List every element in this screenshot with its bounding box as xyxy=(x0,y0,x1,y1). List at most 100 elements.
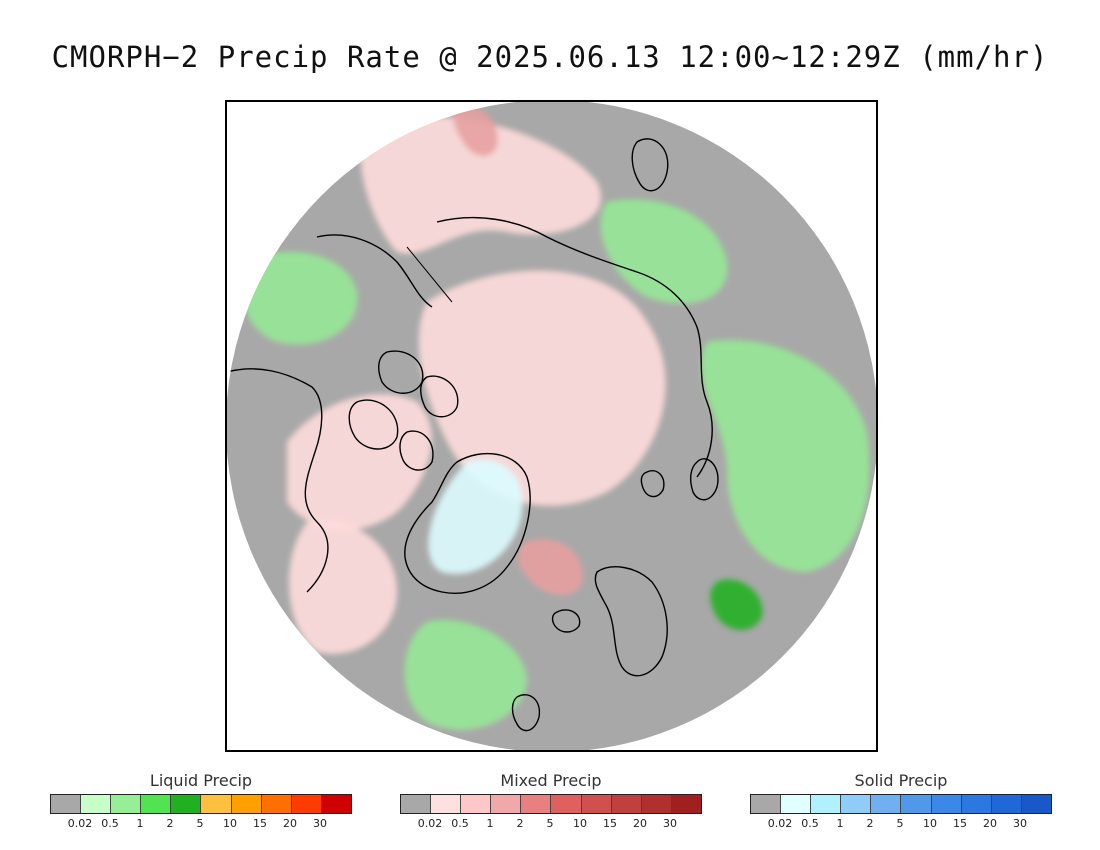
legend-tick: 2 xyxy=(516,817,524,830)
legend-swatch-0 xyxy=(751,795,782,813)
legend-tick: 0.02 xyxy=(417,817,443,830)
legend-colorbar xyxy=(50,794,352,814)
legend-swatch-6 xyxy=(581,795,612,813)
legend-tick: 15 xyxy=(953,817,967,830)
legend-colorbar xyxy=(750,794,1052,814)
alaska-border-line xyxy=(406,246,453,303)
legend-tick: 30 xyxy=(1013,817,1027,830)
legend-swatch-3 xyxy=(841,795,872,813)
legend-tick: 0.02 xyxy=(67,817,93,830)
legend-mixed-precip: Mixed Precip 0.02 0.5 1 2 5 10 15 20 30 xyxy=(400,770,702,830)
legend-swatch-5 xyxy=(901,795,932,813)
legend-tick: 1 xyxy=(136,817,144,830)
legend-tick: 10 xyxy=(573,817,587,830)
polar-precip-map xyxy=(225,100,878,752)
legend-title: Mixed Precip xyxy=(500,771,602,790)
legend-tick: 10 xyxy=(223,817,237,830)
legend-tick-labels: 0.02 0.5 1 2 5 10 15 20 30 xyxy=(50,814,352,830)
legend-swatch-8 xyxy=(291,795,322,813)
legend-tick: 30 xyxy=(663,817,677,830)
precip-region-kamchatka xyxy=(453,106,498,157)
legend-swatch-4 xyxy=(521,795,552,813)
precip-region-north-russia xyxy=(600,199,728,304)
map-title: CMORPH−2 Precip Rate @ 2025.06.13 12:00~… xyxy=(51,40,1049,74)
legend-tick-labels: 0.02 0.5 1 2 5 10 15 20 30 xyxy=(400,814,702,830)
legend-title: Liquid Precip xyxy=(149,771,253,790)
britain-coastline xyxy=(511,694,541,732)
legend-tick: 2 xyxy=(166,817,174,830)
legend-swatch-5 xyxy=(551,795,582,813)
precip-region-labrador xyxy=(288,520,397,654)
archipelago-coastline-1 xyxy=(378,350,424,394)
coastlines xyxy=(227,138,719,732)
archipelago-coastline-3 xyxy=(348,399,399,450)
legend-swatch-2 xyxy=(111,795,142,813)
svalbard-coastline xyxy=(640,470,665,498)
scandinavia-coastline xyxy=(594,566,668,677)
legend-swatch-3 xyxy=(491,795,522,813)
precip-region-central-arctic xyxy=(418,270,666,506)
legend-swatch-0 xyxy=(51,795,82,813)
legend-tick: 0.5 xyxy=(101,817,119,830)
legend-swatch-9 xyxy=(671,795,701,813)
archipelago-coastline-4 xyxy=(399,430,434,471)
legend-swatch-1 xyxy=(781,795,812,813)
legend-tick: 0.02 xyxy=(767,817,793,830)
legend-tick: 0.5 xyxy=(801,817,819,830)
iceland-coastline xyxy=(551,609,581,633)
legend-swatch-1 xyxy=(431,795,462,813)
legend-swatch-2 xyxy=(461,795,492,813)
legend-swatch-9 xyxy=(321,795,351,813)
legend-tick: 20 xyxy=(283,817,297,830)
precip-region-bering xyxy=(360,115,601,254)
legend-tick: 1 xyxy=(486,817,494,830)
greenland-coastline xyxy=(404,452,531,594)
legend-tick: 2 xyxy=(866,817,874,830)
legend-swatch-7 xyxy=(961,795,992,813)
precip-region-nw-russia-heavy xyxy=(710,579,763,631)
legend-tick: 20 xyxy=(983,817,997,830)
north-america-coastline xyxy=(227,368,329,593)
legend-swatch-7 xyxy=(261,795,292,813)
legend-swatch-3 xyxy=(141,795,172,813)
precip-region-greenland-ice xyxy=(428,459,523,574)
legend-swatch-2 xyxy=(811,795,842,813)
precip-region-archipelago xyxy=(287,394,432,531)
legend-tick: 1 xyxy=(836,817,844,830)
kamchatka-coastline xyxy=(631,138,669,192)
legend-swatch-9 xyxy=(1021,795,1051,813)
legend-tick: 5 xyxy=(546,817,554,830)
legend-colorbar xyxy=(400,794,702,814)
legend-tick-labels: 0.02 0.5 1 2 5 10 15 20 30 xyxy=(750,814,1052,830)
alaska-coastline xyxy=(316,234,433,308)
legend-swatch-5 xyxy=(201,795,232,813)
legend-swatch-8 xyxy=(991,795,1022,813)
legend-title: Solid Precip xyxy=(854,771,948,790)
novaya-zemlya-coastline xyxy=(689,458,719,501)
precip-layer xyxy=(241,106,870,730)
legend-swatch-4 xyxy=(171,795,202,813)
legend-solid-precip: Solid Precip 0.02 0.5 1 2 5 10 15 20 30 xyxy=(750,770,1052,830)
legend-tick: 5 xyxy=(196,817,204,830)
legend-swatch-8 xyxy=(641,795,672,813)
legend-tick: 15 xyxy=(253,817,267,830)
legend-tick: 0.5 xyxy=(451,817,469,830)
legend-swatch-6 xyxy=(231,795,262,813)
legend-tick: 5 xyxy=(896,817,904,830)
legend-swatch-7 xyxy=(611,795,642,813)
legend-swatch-4 xyxy=(871,795,902,813)
legend-swatch-1 xyxy=(81,795,112,813)
siberia-coastline xyxy=(436,216,713,478)
archipelago-coastline-2 xyxy=(420,375,459,418)
legend-liquid-precip: Liquid Precip 0.02 0.5 1 2 5 10 15 20 30 xyxy=(50,770,352,830)
precip-region-west-siberia xyxy=(701,340,870,572)
precip-region-alaska xyxy=(241,252,358,345)
legend-swatch-0 xyxy=(401,795,432,813)
legend-tick: 20 xyxy=(633,817,647,830)
legend-swatch-6 xyxy=(931,795,962,813)
precip-region-greenland-sea xyxy=(517,539,583,596)
legend-tick: 30 xyxy=(313,817,327,830)
legend-tick: 15 xyxy=(603,817,617,830)
precip-region-north-atlantic xyxy=(404,620,527,730)
legend-tick: 10 xyxy=(923,817,937,830)
